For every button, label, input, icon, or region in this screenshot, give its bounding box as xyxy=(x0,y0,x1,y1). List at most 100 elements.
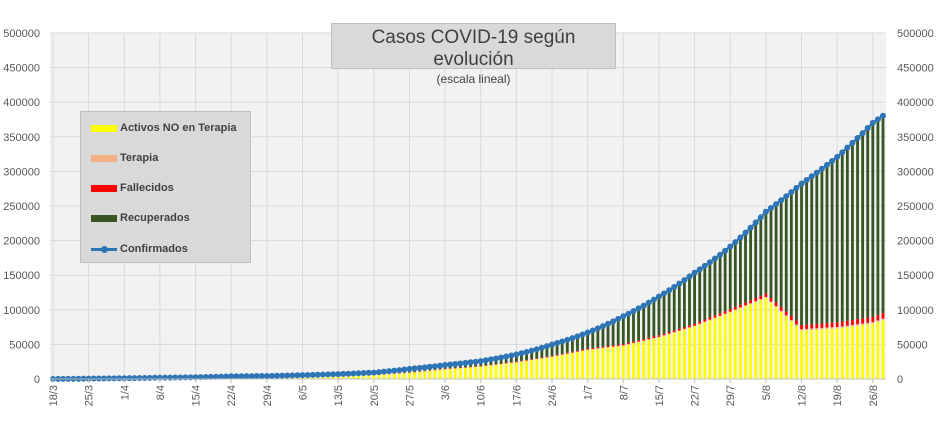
confirmed-point xyxy=(218,373,225,380)
confirmed-point xyxy=(238,373,245,380)
confirmed-point xyxy=(564,336,571,343)
bar-activos xyxy=(341,376,345,379)
bar-recuperados xyxy=(779,200,783,308)
confirmed-point xyxy=(212,373,219,380)
bar-terapia xyxy=(688,327,691,328)
bar-fallecidos xyxy=(632,341,635,343)
bar-fallecidos xyxy=(861,318,865,324)
bar-fallecidos xyxy=(800,325,803,330)
bar-recuperados xyxy=(693,272,696,324)
bar-fallecidos xyxy=(718,313,722,316)
bar-fallecidos xyxy=(820,323,824,328)
bar-terapia xyxy=(642,340,646,342)
legend-swatch-recuperados xyxy=(91,214,117,222)
confirmed-point xyxy=(773,201,780,208)
bar-activos xyxy=(306,377,310,379)
bar-terapia xyxy=(744,305,747,307)
confirmed-point xyxy=(380,368,387,375)
bar-recuperados xyxy=(840,152,844,322)
confirmed-point xyxy=(401,366,408,373)
bar-terapia xyxy=(672,332,676,333)
bar-fallecidos xyxy=(662,333,666,336)
bar-fallecidos xyxy=(637,340,640,342)
bar-activos xyxy=(754,302,758,379)
bar-recuperados xyxy=(739,237,742,305)
confirmed-point xyxy=(248,373,255,380)
confirmed-point xyxy=(243,373,250,380)
bar-recuperados xyxy=(514,354,518,362)
bar-activos xyxy=(499,364,503,379)
x-tick-label: 10/6 xyxy=(476,385,488,406)
bar-recuperados xyxy=(800,183,803,326)
bar-activos xyxy=(805,330,809,379)
bar-recuperados xyxy=(810,176,814,325)
bar-activos xyxy=(784,316,788,379)
bar-activos xyxy=(433,370,437,379)
bar-fallecidos xyxy=(876,314,880,321)
bar-fallecidos xyxy=(672,330,676,333)
legend-item-confirmados: Confirmados xyxy=(91,241,188,257)
bar-activos xyxy=(326,376,330,379)
confirmed-point xyxy=(457,360,464,367)
legend-item-terapia: Terapia xyxy=(91,150,158,166)
bar-recuperados xyxy=(525,351,528,360)
bar-recuperados xyxy=(606,323,610,346)
bar-activos xyxy=(402,373,406,379)
bar-activos xyxy=(866,324,870,379)
confirmed-point xyxy=(655,293,662,300)
bar-recuperados xyxy=(728,246,732,310)
confirmed-point xyxy=(442,362,449,369)
bar-fallecidos xyxy=(550,355,554,357)
y-tick-label-right: 250000 xyxy=(897,201,934,213)
bar-terapia xyxy=(835,327,839,329)
bar-fallecidos xyxy=(708,317,712,320)
confirmed-point xyxy=(314,371,321,378)
bar-fallecidos xyxy=(514,361,518,363)
bar-recuperados xyxy=(504,356,508,363)
bar-recuperados xyxy=(677,283,681,329)
bar-fallecidos xyxy=(576,350,579,352)
bar-fallecidos xyxy=(616,344,620,346)
bar-fallecidos xyxy=(779,307,783,311)
bar-activos xyxy=(657,337,661,379)
confirmed-point xyxy=(319,371,326,378)
bar-activos xyxy=(591,349,595,379)
bar-activos xyxy=(795,325,798,379)
bar-activos xyxy=(739,308,742,379)
confirmed-point xyxy=(579,331,586,338)
bar-activos xyxy=(530,360,534,379)
bar-recuperados xyxy=(789,192,793,317)
bar-activos xyxy=(509,362,513,379)
bar-activos xyxy=(718,316,722,379)
bar-fallecidos xyxy=(581,349,584,351)
bar-fallecidos xyxy=(570,351,574,353)
confirmed-point xyxy=(482,357,489,364)
confirmed-point xyxy=(783,193,790,200)
x-tick-label: 29/4 xyxy=(262,385,274,406)
bar-recuperados xyxy=(672,287,676,331)
bar-fallecidos xyxy=(815,323,819,329)
confirmed-point xyxy=(284,372,291,379)
confirmed-point xyxy=(360,370,367,377)
confirmed-point xyxy=(650,296,657,303)
bar-activos xyxy=(321,376,325,379)
bar-fallecidos xyxy=(504,362,508,364)
x-tick-label: 3/6 xyxy=(440,385,452,400)
bar-activos xyxy=(825,329,829,379)
bar-activos xyxy=(662,335,666,379)
bar-activos xyxy=(336,376,340,379)
bar-fallecidos xyxy=(606,345,610,348)
bar-activos xyxy=(555,355,559,379)
bar-terapia xyxy=(779,310,783,312)
confirmed-point xyxy=(762,208,769,215)
bar-recuperados xyxy=(830,160,834,323)
bar-fallecidos xyxy=(840,321,844,327)
bar-recuperados xyxy=(876,119,880,315)
bar-fallecidos xyxy=(744,302,747,306)
x-tick-label: 17/6 xyxy=(511,385,523,406)
confirmed-point xyxy=(375,369,382,376)
bar-recuperados xyxy=(652,299,656,337)
bar-recuperados xyxy=(555,343,559,355)
confirmed-point xyxy=(711,255,718,262)
bar-recuperados xyxy=(723,250,727,312)
